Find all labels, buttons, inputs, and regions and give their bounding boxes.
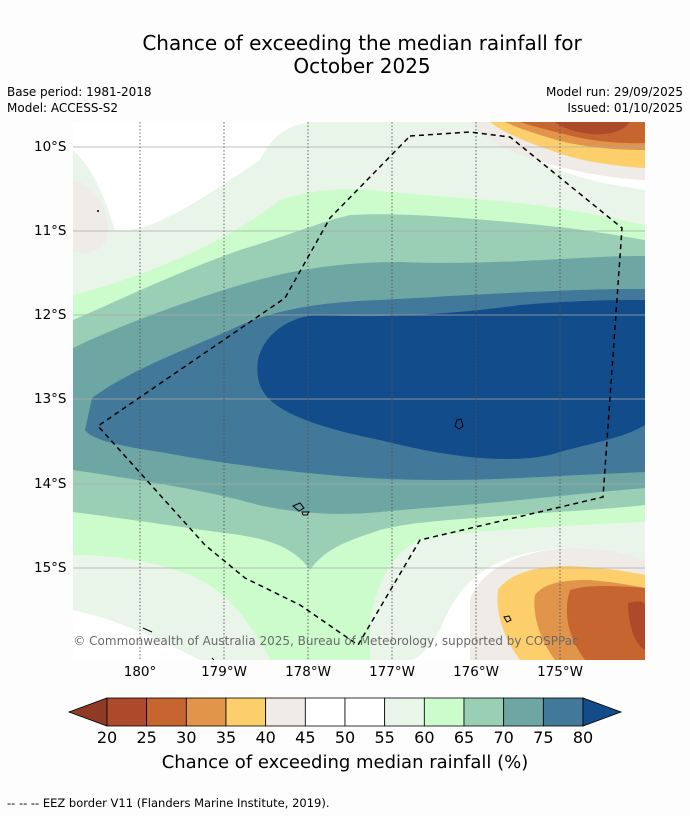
lat-label-10s: 10°S [34,139,67,155]
dry-zone-north-20 [555,122,630,135]
lon-label-175w: 175°W [537,664,583,680]
colorbar-extend-high [582,697,623,727]
map-area [73,122,645,660]
lon-label-178w: 178°W [285,664,331,680]
dry-zone-south-25 [566,585,645,660]
island-central-south [292,502,305,512]
lon-label-176w: 176°W [453,664,499,680]
island-east [454,418,464,430]
issued-date: Issued: 01/10/2025 [567,101,683,115]
lat-label-14s: 14°S [34,476,67,492]
lon-label-180: 180° [123,664,157,680]
lat-label-15s: 15°S [34,560,67,576]
island-southeast [503,615,512,623]
colorbar-segment-60-65 [423,697,465,727]
islet-central-south [301,511,310,516]
colorbar-segment-70-75 [503,697,544,727]
island-west [97,210,99,212]
colorbar-tick-45: 45 [295,728,316,747]
colorbar-segment-20-25 [106,697,148,727]
colorbar-tick-60: 60 [414,728,435,747]
colorbar-segment-45-50 [304,697,346,727]
colorbar-tick-25: 25 [136,728,157,747]
colorbar-segment-65-70 [463,697,505,727]
colorbar-segment-35-40 [225,697,267,727]
colorbar-tick-50: 50 [334,728,356,747]
colorbar-tick-30: 30 [176,728,197,747]
meta-left: Base period: 1981-2018 Model: ACCESS-S2 [7,84,152,116]
colorbar-tick-20: 20 [96,728,118,747]
colorbar [67,697,623,727]
colorbar-segment-40-45 [265,697,306,727]
colorbar-extend-low [67,697,108,727]
colorbar-tick-70: 70 [493,728,514,747]
islet-south-central [211,657,215,660]
eez-legend-footer: -- -- -- EEZ border V11 (Flanders Marine… [7,796,330,810]
title-line-1: Chance of exceeding the median rainfall … [142,31,582,55]
lon-label-177w: 177°W [369,664,415,680]
map-title: Chance of exceeding the median rainfall … [0,32,690,78]
colorbar-segment-30-35 [185,697,227,727]
colorbar-tick-55: 55 [374,728,395,747]
meta-right: Model run: 29/09/2025 Issued: 01/10/2025 [546,84,683,116]
lat-label-12s: 12°S [34,307,67,323]
eez-border [96,131,623,647]
colorbar-segment-55-60 [384,697,425,727]
colorbar-tick-80: 80 [572,728,594,747]
colorbar-segment-25-30 [146,697,187,727]
dry-zone-west-45 [73,180,109,253]
lon-label-179w: 179°W [201,664,247,680]
colorbar-label: Chance of exceeding median rainfall (%) [161,752,529,773]
contour-80-plus [257,300,645,460]
longitude-gridlines [139,122,561,660]
colorbar-tick-40: 40 [255,728,276,747]
dry-zone-south-20 [628,601,645,650]
colorbar-segment-50-55 [344,697,386,727]
colorbar-tick-65: 65 [453,728,475,747]
latitude-gridlines [73,146,645,569]
lat-label-11s: 11°S [34,223,67,239]
model-name: Model: ACCESS-S2 [7,101,119,115]
colorbar-segment-75-80 [542,697,584,727]
lat-label-13s: 13°S [34,391,67,407]
copyright-text: © Commonwealth of Australia 2025, Bureau… [73,634,578,648]
colorbar-tick-35: 35 [215,728,237,747]
model-run: Model run: 29/09/2025 [545,85,683,99]
colorbar-tick-75: 75 [533,728,554,747]
islet-southwest [142,627,153,633]
title-line-2: October 2025 [293,54,431,78]
base-period: Base period: 1981-2018 [7,85,152,99]
